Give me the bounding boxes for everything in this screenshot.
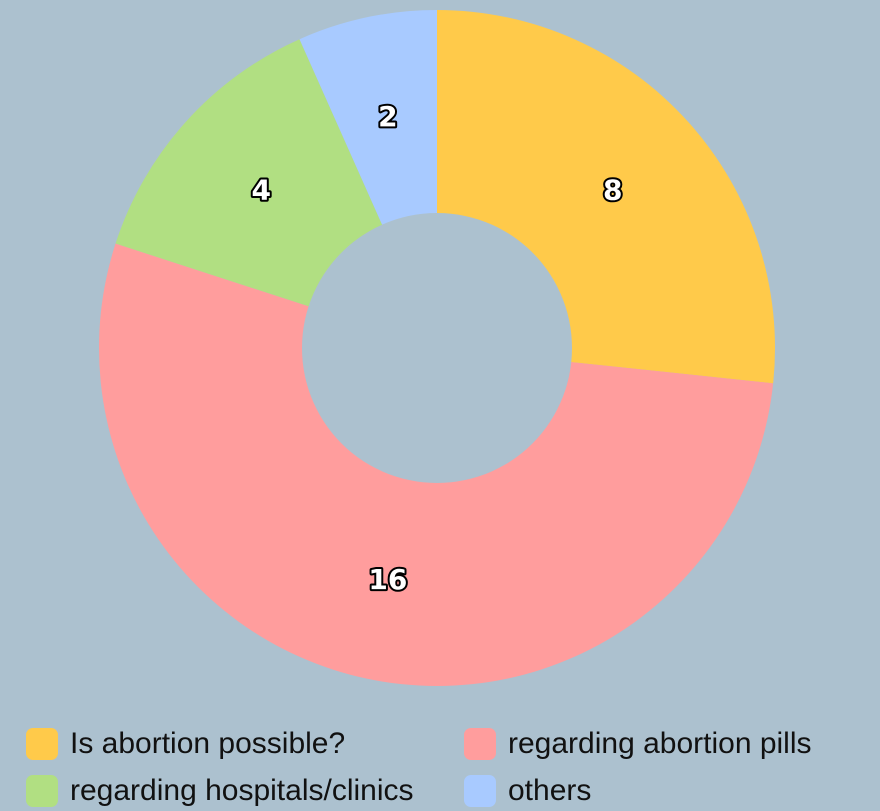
slice-value-label: 4 xyxy=(252,173,271,206)
legend-swatch xyxy=(26,728,58,760)
donut-chart: 8 16 4 2 xyxy=(98,10,775,687)
slice-others xyxy=(299,10,437,225)
slice-is-abortion-possible xyxy=(437,10,775,384)
slice-value-label: 16 xyxy=(368,563,407,596)
legend-label: regarding hospitals/clinics xyxy=(70,774,414,807)
slice-value-label: 8 xyxy=(603,173,622,206)
legend-item-others: others xyxy=(464,771,591,811)
legend-item-is-abortion-possible: Is abortion possible? xyxy=(26,724,345,764)
legend-item-regarding-abortion-pills: regarding abortion pills xyxy=(464,724,812,764)
slice-value-label: 2 xyxy=(378,100,397,133)
legend-label: Is abortion possible? xyxy=(70,727,346,760)
legend-item-regarding-hospitals-clinics: regarding hospitals/clinics xyxy=(26,771,414,811)
slice-regarding-hospitals-clinics xyxy=(115,39,383,307)
chart-legend: Is abortion possible? regarding abortion… xyxy=(26,724,876,811)
legend-swatch xyxy=(464,728,496,760)
legend-swatch xyxy=(26,775,58,807)
legend-label: regarding abortion pills xyxy=(508,727,812,760)
legend-label: others xyxy=(508,774,592,807)
legend-swatch xyxy=(464,775,496,807)
slice-regarding-abortion-pills xyxy=(98,243,774,687)
